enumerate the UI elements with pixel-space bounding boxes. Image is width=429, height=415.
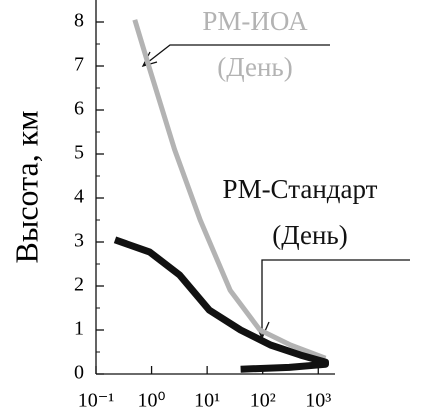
- y-tick-label: 6: [74, 98, 84, 120]
- y-tick-label: 4: [74, 186, 84, 208]
- y-tick-label: 5: [74, 142, 84, 164]
- y-tick-label: 3: [74, 230, 84, 252]
- annotation: РМ-ИОА: [202, 6, 308, 36]
- x-tick-label: 10²: [250, 390, 276, 412]
- y-tick-label: 1: [74, 318, 84, 340]
- x-tick-label: 10³: [305, 390, 331, 412]
- annotation: РМ-Стандарт: [223, 174, 378, 204]
- y-tick-label: 2: [74, 274, 84, 296]
- y-tick-label: 7: [74, 54, 84, 76]
- series-line: [132, 19, 327, 361]
- annotation: (День): [217, 52, 292, 82]
- y-axis-label: Высота, км: [8, 111, 44, 264]
- y-tick-label: 8: [74, 10, 84, 32]
- y-tick-label: 0: [74, 362, 84, 384]
- annotation: (День): [272, 220, 347, 250]
- x-tick-label: 10¹: [194, 390, 220, 412]
- series-line: [113, 236, 329, 373]
- x-tick-label: 10⁻¹: [78, 390, 115, 412]
- arrow: [261, 259, 410, 336]
- x-tick-label: 10⁰: [138, 390, 166, 412]
- arrow: [142, 44, 330, 67]
